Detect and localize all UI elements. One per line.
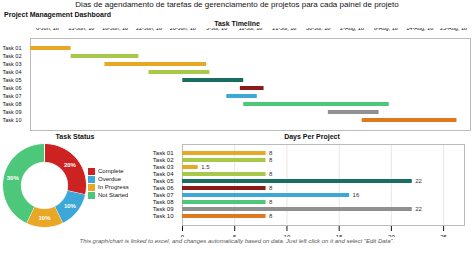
svg-text:0: 0 [181, 234, 185, 237]
svg-text:5: 5 [233, 234, 237, 237]
svg-text:Task 06: Task 06 [3, 85, 22, 91]
svg-text:6-Jun, 18: 6-Jun, 18 [36, 28, 59, 31]
svg-text:8-Aug, 18: 8-Aug, 18 [374, 28, 398, 31]
svg-text:10%: 10% [38, 215, 51, 221]
svg-text:Task 09: Task 09 [3, 109, 22, 115]
svg-text:30%: 30% [7, 175, 20, 181]
svg-text:26-Jun, 18: 26-Jun, 18 [170, 28, 196, 31]
svg-text:Task 04: Task 04 [3, 69, 22, 75]
svg-text:8: 8 [269, 171, 273, 177]
svg-text:10: 10 [284, 234, 291, 237]
html-text:Not Started: Not Started [98, 192, 129, 198]
svg-text:16: 16 [353, 192, 360, 198]
svg-text:Task 01: Task 01 [153, 150, 174, 156]
svg-text:20%: 20% [64, 162, 77, 168]
svg-text:13-Jun, 18: 13-Jun, 18 [68, 28, 94, 31]
svg-text:Task 03: Task 03 [153, 164, 174, 170]
html-text:Task Status: Task Status [55, 133, 95, 140]
svg-text:Task 07: Task 07 [153, 192, 174, 198]
html-text:Days Per Project: Days Per Project [284, 133, 340, 140]
svg-text:11-Jul, 18: 11-Jul, 18 [239, 28, 263, 31]
svg-text:5-Jul, 18: 5-Jul, 18 [206, 28, 227, 31]
svg-text:8: 8 [269, 199, 273, 205]
svg-text:8: 8 [269, 150, 273, 156]
html-text:Dias de agendamento de tarefas: Dias de agendamento de tarefas de gerenc… [75, 0, 399, 9]
svg-text:30-Jul, 18: 30-Jul, 18 [306, 28, 330, 31]
html-text:Task Timeline: Task Timeline [214, 20, 260, 27]
svg-text:22-Jun, 18: 22-Jun, 18 [136, 28, 162, 31]
svg-text:Task 03: Task 03 [3, 61, 22, 67]
svg-text:22: 22 [415, 206, 422, 212]
svg-text:8: 8 [269, 157, 273, 163]
html-text:Complete: Complete [98, 168, 124, 174]
svg-text:Task 04: Task 04 [153, 171, 174, 177]
svg-text:Task 09: Task 09 [153, 206, 174, 212]
svg-text:Task 07: Task 07 [3, 93, 22, 99]
svg-text:8: 8 [269, 213, 273, 219]
svg-text:21-Jul, 18: 21-Jul, 18 [272, 28, 296, 31]
svg-text:15: 15 [336, 234, 343, 237]
svg-text:25: 25 [440, 234, 447, 237]
svg-text:Task 06: Task 06 [153, 185, 174, 191]
svg-text:20: 20 [388, 234, 395, 237]
svg-text:25-Aug, 18: 25-Aug, 18 [440, 28, 467, 31]
svg-text:Task 10: Task 10 [153, 213, 174, 219]
svg-text:14-Aug, 18: 14-Aug, 18 [406, 28, 433, 31]
svg-text:1.5: 1.5 [201, 164, 210, 170]
svg-text:10%: 10% [64, 203, 77, 209]
svg-text:18-Jun, 18: 18-Jun, 18 [102, 28, 128, 31]
svg-text:Task 01: Task 01 [3, 45, 22, 51]
svg-text:Task 05: Task 05 [153, 178, 174, 184]
svg-text:22: 22 [415, 178, 422, 184]
svg-text:8: 8 [269, 185, 273, 191]
svg-text:Task 02: Task 02 [3, 53, 22, 59]
svg-text:Task 08: Task 08 [3, 101, 22, 107]
svg-text:2-Aug, 18: 2-Aug, 18 [340, 28, 364, 31]
svg-text:Task 08: Task 08 [153, 199, 174, 205]
html-text:In Progress: In Progress [98, 184, 129, 190]
html-text:Overdue: Overdue [98, 176, 121, 182]
svg-text:Task 10: Task 10 [3, 117, 22, 123]
svg-text:Task 05: Task 05 [3, 77, 22, 83]
html-text:Project Management Dashboard: Project Management Dashboard [4, 11, 111, 18]
html-text:This graph/chart is linked to: This graph/chart is linked to excel, and… [79, 238, 395, 244]
svg-text:Task 02: Task 02 [153, 157, 174, 163]
